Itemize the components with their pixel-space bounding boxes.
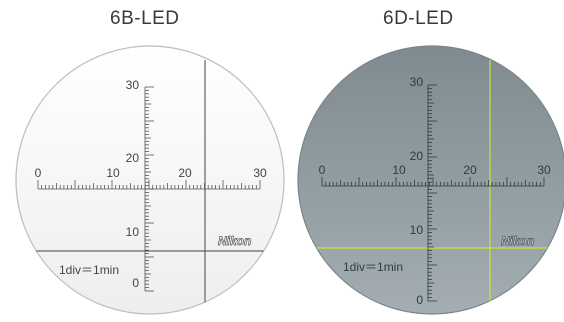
h-label-30: 30 [253,166,267,180]
title-6b-led: 6B-LED [110,8,180,29]
scale-note: 1div＝1min [343,260,403,274]
nikon-logo: Nikon [218,234,251,248]
h-label-10: 10 [106,166,120,180]
h-label-20: 20 [463,163,477,177]
h-label-30: 30 [537,163,551,177]
field-circle [297,45,564,315]
v-label-10: 10 [410,223,424,237]
field-circle [15,45,285,315]
reticle-6b-led: 0 10 20 30 30 20 10 0 1div＝1min Nikon [15,45,285,315]
h-label-0: 0 [319,163,326,177]
h-label-10: 10 [392,163,406,177]
v-label-20: 20 [126,151,140,165]
v-label-20: 20 [410,149,424,163]
v-label-30: 30 [126,78,140,92]
h-label-0: 0 [35,166,42,180]
h-label-20: 20 [178,166,192,180]
v-label-0: 0 [132,276,139,290]
scale-ticks [321,84,545,302]
v-label-0: 0 [416,293,423,307]
v-label-30: 30 [410,75,424,89]
title-6d-led: 6D-LED [383,8,454,29]
v-label-10: 10 [126,225,140,239]
scale-ticks [37,86,261,292]
scale-note: 1div＝1min [59,263,119,277]
nikon-logo: Nikon [501,234,534,248]
reticle-6d-led: 0 10 20 30 30 20 10 0 1div＝1min Nikon [297,45,564,315]
